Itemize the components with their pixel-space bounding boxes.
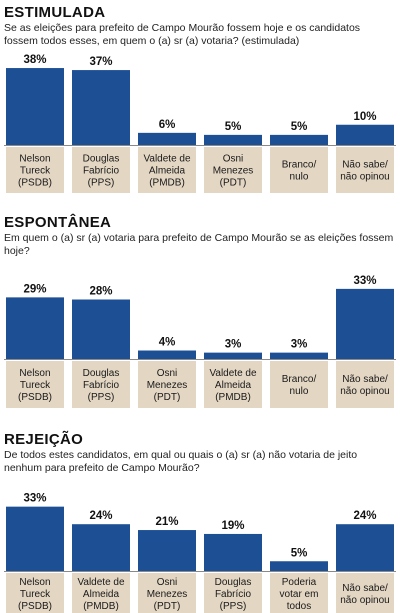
category-label: Nelson Tureck (PSDB) (18, 368, 52, 403)
chart-question: De todos estes candidatos, em qual ou qu… (4, 449, 358, 474)
bar (336, 124, 394, 145)
data-label: 4% (159, 337, 176, 349)
category-label: Nelson Tureck (PSDB) (18, 577, 52, 612)
category-band (6, 147, 64, 193)
bar (270, 561, 328, 571)
data-label: 5% (291, 121, 308, 133)
chart-title: ESTIMULADA (4, 4, 106, 21)
category-label: Poderia votar em todos (280, 577, 319, 612)
bar (72, 524, 130, 571)
category-band (138, 361, 196, 408)
category-band (336, 573, 394, 613)
bar (270, 134, 328, 145)
bar (6, 297, 64, 359)
bar (204, 533, 262, 571)
data-label: 3% (225, 339, 242, 351)
bar (270, 352, 328, 359)
category-label: Douglas Fabrício (PPS) (83, 368, 120, 403)
category-label: Branco/nulo (282, 374, 317, 397)
category-band (6, 573, 64, 613)
category-label: Não sabe/não opinou (340, 160, 390, 183)
data-label: 33% (353, 275, 376, 287)
bar-chart-rejeicao: 33% Nelson Tureck (PSDB) 24% Valdete de Almeid… (4, 493, 396, 613)
data-label: 6% (159, 119, 176, 131)
data-label: 28% (89, 286, 112, 298)
category-band (138, 573, 196, 613)
bar (204, 352, 262, 359)
bar-chart-espontanea: 29% Nelson Tureck (PSDB) 28% Douglas Fabrício(… (4, 275, 396, 408)
data-label: 3% (291, 339, 308, 351)
bar (336, 524, 394, 571)
bar (72, 70, 130, 145)
category-band (204, 361, 262, 408)
category-band (204, 573, 262, 613)
bar (138, 350, 196, 359)
chart-question: Se as eleições para prefeito de Campo Mo… (4, 22, 361, 47)
chart-rejeicao: REJEIÇÃO De todos estes candidatos, em q… (0, 431, 400, 613)
category-label: Não sabe/não opinou (340, 583, 390, 606)
bar (6, 506, 64, 571)
data-label: 10% (353, 111, 376, 123)
category-label: Douglas Fabrício (PPS) (215, 577, 252, 612)
category-label: Valdete de Almeida (PMDB) (143, 154, 191, 189)
category-band (6, 361, 64, 408)
data-label: 5% (291, 547, 308, 559)
data-label: 5% (225, 121, 242, 133)
data-label: 24% (353, 510, 376, 522)
category-label: Douglas Fabrício (PPS) (83, 154, 120, 189)
data-label: 21% (155, 516, 178, 528)
chart-question: Em quem o (a) sr (a) votaria para prefei… (4, 232, 394, 257)
category-label: Osni Menezes (PDT) (147, 577, 188, 612)
category-band (138, 147, 196, 193)
data-label: 38% (23, 54, 46, 66)
bar (138, 530, 196, 571)
bar-chart-estimulada: 38% Nelson Tureck (PSDB) 37% Douglas Fabrício(… (4, 54, 396, 193)
data-label: 33% (23, 493, 46, 505)
category-band (72, 361, 130, 408)
chart-espontanea: ESPONTÂNEA Em quem o (a) sr (a) votaria … (0, 214, 400, 414)
category-label: Valdete de Almeida (PMDB) (209, 368, 257, 403)
category-label: Não sabe/não opinou (340, 374, 390, 397)
chart-estimulada: ESTIMULADA Se as eleições para prefeito … (0, 4, 400, 194)
category-label: Nelson Tureck (PSDB) (18, 154, 52, 189)
data-label: 24% (89, 510, 112, 522)
data-label: 29% (23, 283, 46, 295)
category-band (336, 147, 394, 193)
category-label: Osni Menezes (PDT) (213, 154, 254, 189)
chart-title: ESPONTÂNEA (4, 214, 112, 231)
category-band (270, 573, 328, 613)
category-band (270, 361, 328, 408)
bar (72, 299, 130, 359)
category-label: Osni Menezes (PDT) (147, 368, 188, 403)
category-band (336, 361, 394, 408)
bar (6, 68, 64, 145)
category-label: Valdete de Almeida (PMDB) (77, 577, 125, 612)
category-band (270, 147, 328, 193)
data-label: 37% (89, 56, 112, 68)
category-band (204, 147, 262, 193)
category-band (72, 147, 130, 193)
bar (138, 132, 196, 145)
bar (336, 288, 394, 359)
bar (204, 134, 262, 145)
data-label: 19% (221, 520, 244, 532)
chart-title: REJEIÇÃO (4, 431, 84, 448)
category-band (72, 573, 130, 613)
category-label: Branco/nulo (282, 160, 317, 183)
